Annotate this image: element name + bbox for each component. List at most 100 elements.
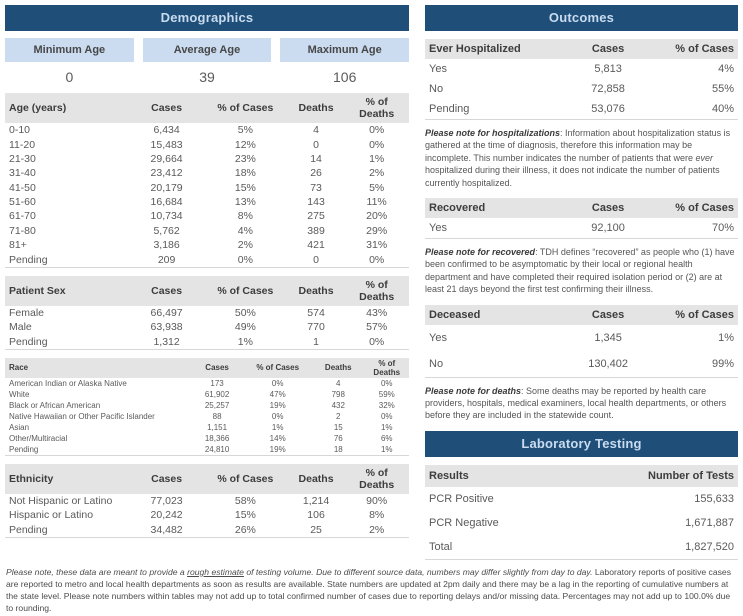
table-cell: 21-30	[9, 152, 36, 165]
column-header: Cases	[130, 93, 203, 123]
table-cell: 71-80	[9, 224, 36, 237]
column-header: % of Cases	[659, 198, 738, 219]
table-row: Male 63,938 49% 770 57%	[5, 320, 409, 334]
table-row: Female 66,497 50% 574 43%	[5, 306, 409, 320]
deceased-note-lead: Please note for deaths	[425, 385, 522, 396]
header-row: Ever Hospitalized Cases% of Cases	[425, 39, 738, 59]
table-cell: 275	[307, 210, 325, 223]
recovered-note-body: : TDH defines “recovered” as people who …	[425, 247, 735, 295]
table-cell: 574	[307, 306, 325, 319]
table-cell: 15%	[234, 181, 256, 194]
table-cell: 18,366	[204, 433, 230, 443]
table-cell: 15%	[234, 509, 256, 522]
table-cell: Yes	[429, 222, 447, 235]
table-cell: 53,076	[591, 103, 625, 115]
outcomes-panel: Outcomes Ever Hospitalized Cases% of Case…	[425, 5, 738, 560]
column-header: Cases	[130, 463, 203, 494]
footer-italic-text: Please note, these data are meant to pro…	[6, 566, 188, 577]
table-cell: Yes	[429, 331, 447, 344]
table-row: Asian 1,151 1% 15 1%	[5, 422, 409, 433]
table-row: Yes 92,100 70%	[425, 218, 738, 239]
table-cell: American Indian or Alaska Native	[9, 378, 127, 388]
table-cell: 55%	[711, 83, 734, 95]
table-cell: 3,186	[153, 239, 180, 252]
table-cell: 59%	[378, 389, 395, 399]
table-row: 11-20 15,483 12% 0 0%	[5, 137, 409, 151]
table-cell: 99%	[711, 357, 734, 370]
table-cell: 34,482	[150, 523, 183, 536]
table-cell: 90%	[366, 495, 388, 508]
demographics-panel: Demographics Minimum Age Average Age Max…	[5, 5, 410, 560]
column-header: Deaths	[287, 93, 345, 123]
table-cell: 25,257	[204, 400, 230, 410]
column-header: Cases	[556, 198, 660, 219]
column-header: Patient Sex	[5, 275, 131, 306]
table-row: Pending 1,312 1% 1 0%	[5, 335, 409, 350]
table-cell: 77,023	[150, 495, 183, 508]
table-cell: 20,242	[150, 509, 183, 522]
table-cell: 0%	[237, 253, 253, 266]
table-cell: 0%	[369, 335, 385, 348]
table-cell: 57%	[366, 321, 388, 334]
table-cell: 47%	[269, 389, 286, 399]
header-row: Age (years) Cases% of Cases Deaths% of Dea…	[5, 93, 409, 123]
table-row: 51-60 16,684 13% 143 11%	[5, 195, 409, 209]
table-cell: Pending	[9, 253, 48, 266]
table-cell: 0	[313, 138, 319, 151]
table-cell: 76	[333, 433, 343, 443]
column-header: Cases	[190, 357, 244, 378]
table-row: 61-70 10,734 8% 275 20%	[5, 209, 409, 223]
table-row: Yes 1,345 1%	[425, 325, 738, 351]
table-cell: 12%	[234, 138, 256, 151]
table-cell: 61-70	[9, 210, 36, 223]
table-cell: 58%	[234, 495, 256, 508]
table-cell: 0%	[271, 378, 284, 388]
table-cell: 31%	[366, 239, 388, 252]
minimum-age-value: 0	[65, 69, 74, 85]
table-cell: Hispanic or Latino	[9, 509, 94, 522]
table-cell: Black or African American	[9, 400, 101, 410]
column-header: Ever Hospitalized	[425, 39, 557, 59]
table-row: American Indian or Alaska Native 173 0% 4 0%	[5, 378, 409, 389]
table-row: White 61,902 47% 798 59%	[5, 389, 409, 400]
table-cell: 31-40	[9, 167, 36, 180]
table-cell: 106	[307, 509, 325, 522]
column-header: Recovered	[425, 198, 557, 219]
table-cell: 2%	[237, 239, 253, 252]
footer-disclaimer: Please note, these data are meant to pro…	[0, 560, 743, 616]
table-cell: 0%	[380, 378, 393, 388]
table-cell: Not Hispanic or Latino	[9, 495, 113, 508]
table-row: Yes 5,813 4%	[425, 59, 738, 79]
column-header: % of Cases	[659, 304, 738, 325]
header-row: Deceased Cases% of Cases	[425, 304, 738, 325]
table-cell: 5,762	[153, 224, 180, 237]
table-cell: 88	[212, 411, 222, 421]
table-cell: 5,813	[594, 63, 622, 75]
table-row: Native Hawaiian or Other Pacific Islande…	[5, 411, 409, 422]
table-cell: 130,402	[588, 357, 628, 370]
table-cell: 63,938	[150, 321, 183, 334]
maximum-age-label: Maximum Age	[280, 38, 410, 62]
table-cell: 8%	[369, 509, 385, 522]
table-cell: 798	[331, 389, 345, 399]
deceased-table: Deceased Cases% of Cases Yes 1,345 1% No 130,4…	[425, 304, 738, 378]
table-cell: No	[429, 83, 444, 95]
column-header: Deaths	[287, 275, 345, 306]
table-row: Pending 34,482 26% 25 2%	[5, 523, 409, 538]
table-cell: 2	[336, 411, 341, 421]
table-cell: 73	[310, 181, 322, 194]
table-cell: 81+	[9, 239, 27, 252]
table-cell: Asian	[9, 422, 30, 432]
age-table: Age (years) Cases% of Cases Deaths% of Dea…	[5, 93, 409, 268]
table-row: Total 1,827,520	[425, 535, 738, 560]
column-header: % of Cases	[243, 357, 313, 378]
table-cell: PCR Negative	[429, 516, 499, 529]
table-cell: Pending	[9, 523, 48, 536]
table-cell: 1,827,520	[685, 540, 734, 553]
table-cell: 43%	[366, 306, 388, 319]
column-header: Number of Tests	[612, 464, 738, 487]
column-header: % of Cases	[202, 275, 288, 306]
table-cell: 0%	[369, 138, 385, 151]
table-cell: 4	[313, 124, 319, 137]
table-cell: 0%	[380, 411, 393, 421]
